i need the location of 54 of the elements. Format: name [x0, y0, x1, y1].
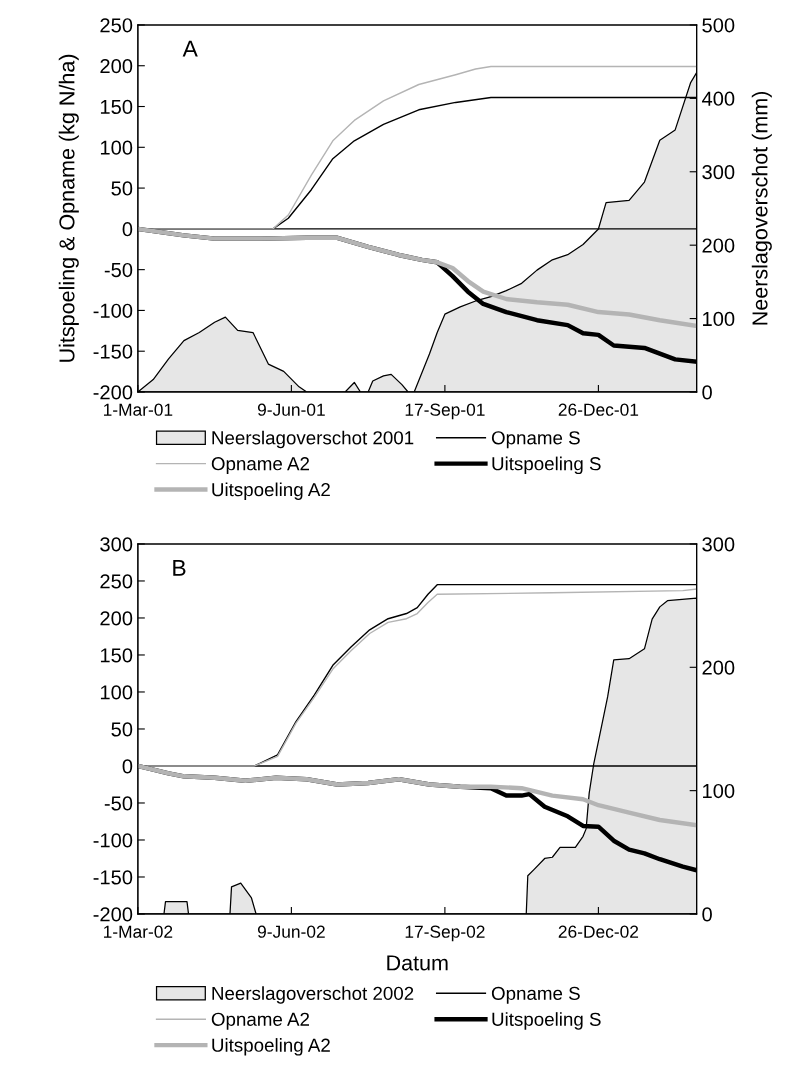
y-tick-label: 250: [100, 18, 133, 33]
y-tick-label: 200: [100, 611, 133, 626]
legend-label: Opname S: [491, 431, 580, 449]
x-tick-label: 9-Jun-02: [257, 925, 325, 938]
legend-label: Opname A2: [211, 457, 310, 475]
y2-tick-label: 100: [703, 783, 735, 799]
y-tick-label: -50: [104, 796, 133, 811]
y-tick-label: 150: [100, 99, 133, 115]
legend-label: Neerslagoverschot 2001: [212, 430, 414, 449]
y-tick-label: -50: [104, 262, 133, 278]
annotation: A: [182, 40, 198, 57]
y-axis-title: Uitspoeling & Opname (kg N/ha): [58, 54, 79, 362]
y2-axis-title: Neerslagoverschot (mm): [751, 91, 772, 325]
x-tick-label: 9-Jun-01: [257, 403, 325, 416]
x-axis-title: Datum: [387, 955, 448, 971]
y-tick-label: -200: [93, 385, 133, 400]
y2-tick-label: 200: [702, 238, 735, 253]
y2-tick-label: 200: [702, 660, 735, 675]
y-tick-label: 50: [111, 722, 133, 737]
y-tick-label: -150: [93, 344, 133, 359]
x-tick-label: 1-Mar-02: [103, 925, 173, 938]
y2-tick-label: 500: [702, 18, 735, 33]
legend-label: Uitspoeling S: [492, 1012, 601, 1030]
x-tick-label: 17-Sep-01: [405, 403, 485, 420]
x-tick-label: 1-Mar-01: [103, 403, 173, 416]
y2-tick-label: 0: [702, 385, 712, 400]
x-tick-label: 26-Dec-01: [558, 403, 639, 416]
y-tick-label: -100: [93, 833, 133, 848]
x-tick-label: 26-Dec-02: [558, 925, 639, 938]
annotation: B: [173, 560, 186, 576]
legend-label: Opname A2: [211, 1012, 310, 1030]
y-tick-label: -100: [93, 303, 133, 318]
y-tick-label: 0: [122, 222, 133, 237]
legend-label: Uitspoeling A2: [212, 482, 330, 500]
y-tick-label: -200: [93, 907, 133, 922]
legend-label: Uitspoeling A2: [212, 1038, 330, 1056]
legend-label: Opname S: [491, 986, 580, 1004]
y-tick-label: 100: [100, 140, 133, 155]
y-tick-label: 0: [122, 759, 133, 774]
y2-tick-label: 100: [703, 311, 735, 327]
y-tick-label: 100: [100, 685, 133, 700]
y-tick-label: 300: [100, 537, 133, 552]
y-tick-label: 150: [100, 648, 133, 663]
legend-label: Neerslagoverschot 2002: [212, 986, 414, 1004]
x-tick-label: 17-Sep-02: [405, 925, 485, 942]
y2-tick-label: 400: [701, 91, 735, 106]
legend-label: Uitspoeling S: [492, 456, 601, 475]
y-tick-label: -150: [93, 870, 133, 885]
y-tick-label: 50: [111, 181, 133, 196]
y2-tick-label: 300: [702, 165, 735, 180]
y-tick-label: 250: [100, 574, 133, 589]
y2-tick-label: 0: [702, 907, 712, 922]
y-tick-label: 200: [100, 58, 133, 74]
y2-tick-label: 300: [702, 537, 735, 552]
